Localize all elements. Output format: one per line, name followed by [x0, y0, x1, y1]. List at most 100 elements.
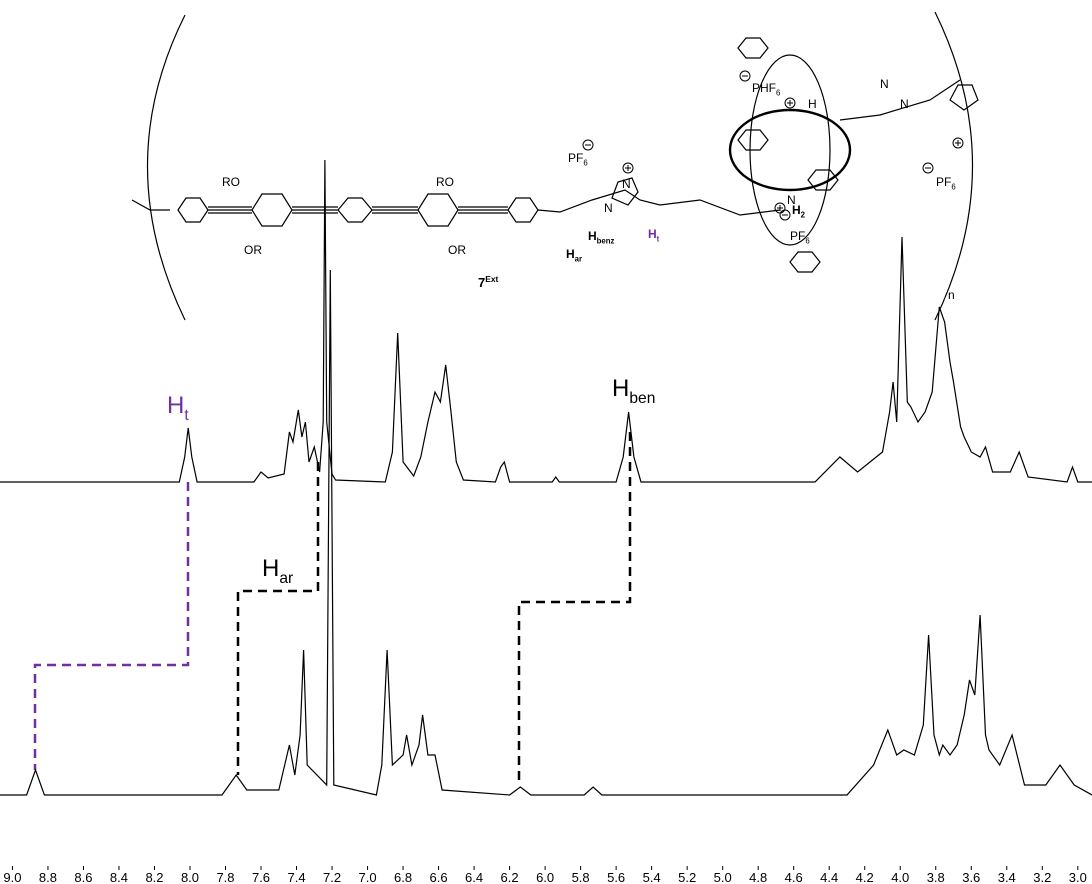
- ring: [807, 169, 839, 191]
- structure-label-main: RO: [222, 175, 240, 189]
- ring: [417, 193, 459, 227]
- hben-connector: [517, 432, 632, 783]
- har-connector: [236, 462, 320, 775]
- connectors: [33, 432, 632, 783]
- x-tick-label: 3.2: [1033, 870, 1051, 884]
- structure-label-sub: benz: [597, 237, 615, 246]
- structure: [131, 11, 979, 321]
- crown-ether: [728, 108, 852, 192]
- x-tick-label: 7.2: [323, 870, 341, 884]
- structure-label: 7Ext: [478, 274, 499, 290]
- structure-label-sub: 6: [776, 89, 780, 98]
- ring: [737, 129, 769, 151]
- structure-label-main: PF: [936, 175, 951, 189]
- structure-label-main: PHF: [752, 81, 776, 95]
- structure-label: Hbenz: [588, 229, 615, 246]
- structure-label-main: N: [787, 193, 796, 207]
- x-tick-label: 8.2: [145, 870, 163, 884]
- peak-label-sub: ben: [629, 390, 655, 407]
- structure-label: H: [808, 97, 817, 111]
- triple-bond: [292, 206, 338, 214]
- x-tick-label: 6.0: [536, 870, 554, 884]
- peak-label-sub: ar: [279, 570, 293, 587]
- bond: [131, 199, 170, 211]
- triple-bond: [208, 206, 252, 214]
- x-tick-label: 5.8: [572, 870, 590, 884]
- x-tick-label: 6.2: [501, 870, 519, 884]
- structure-label-sub: ar: [575, 255, 582, 264]
- spectrum-line: [0, 159, 1092, 483]
- structure-label-main: H: [566, 247, 575, 261]
- structure-label-main: PF: [568, 151, 583, 165]
- x-tick-label: 8.0: [181, 870, 199, 884]
- x-tick-label: 3.0: [1069, 870, 1087, 884]
- x-tick-label: 5.4: [643, 870, 661, 884]
- structure-label: N: [787, 193, 796, 207]
- structure-label: OR: [244, 243, 262, 257]
- x-tick-label: 5.0: [714, 870, 732, 884]
- structure-label-main: OR: [448, 243, 466, 257]
- structure-label-main: RO: [436, 175, 454, 189]
- structure-label: PF6: [568, 151, 588, 168]
- peak-label: Har: [262, 555, 293, 587]
- x-tick-label: 9.0: [3, 870, 21, 884]
- structure-label: Har: [566, 247, 582, 264]
- structure-label-sub: 6: [805, 237, 809, 246]
- ring: [507, 197, 539, 223]
- structure-label-main: OR: [244, 243, 262, 257]
- x-tick-label: 6.8: [394, 870, 412, 884]
- x-tick-label: 6.4: [465, 870, 483, 884]
- triazole: [611, 177, 639, 206]
- x-tick-label: 4.6: [785, 870, 803, 884]
- structure-label-sub: 2: [801, 211, 806, 220]
- ring: [737, 37, 769, 59]
- structure-label-main: N: [604, 201, 613, 215]
- structure-label: PF6: [936, 175, 956, 192]
- structure-label: RO: [436, 175, 454, 189]
- structure-label-sup: Ext: [485, 274, 498, 284]
- ring: [251, 193, 293, 227]
- structure-label: OR: [448, 243, 466, 257]
- triazole: [949, 84, 979, 111]
- structure-label-sub: 6: [951, 183, 955, 192]
- structure-label-main: H: [792, 203, 801, 217]
- structure-label-main: N: [880, 77, 889, 91]
- x-tick-label: 7.0: [359, 870, 377, 884]
- left-parenthesis: [147, 14, 186, 321]
- chain: [537, 79, 961, 216]
- ht-connector: [33, 482, 190, 770]
- ring: [337, 197, 373, 223]
- peak-label-main: H: [262, 555, 279, 582]
- x-tick-label: 6.6: [430, 870, 448, 884]
- x-tick-label: 7.8: [216, 870, 234, 884]
- structure-label-sub: t: [657, 235, 660, 244]
- x-tick-label: 8.8: [39, 870, 57, 884]
- x-tick-label: 3.4: [998, 870, 1016, 884]
- structure-label: N: [900, 97, 909, 111]
- structure-label-main: H: [808, 97, 817, 111]
- triple-bond: [372, 206, 418, 214]
- peak-label: Hben: [612, 375, 655, 407]
- peak-label-main: H: [612, 375, 629, 402]
- x-tick-label: 4.2: [856, 870, 874, 884]
- ring: [177, 197, 209, 223]
- peak-label: Ht: [167, 392, 189, 424]
- structure-label-main: N: [622, 177, 631, 191]
- structure-label: N: [880, 77, 889, 91]
- x-tick-label: 7.6: [252, 870, 270, 884]
- structure-label: H2: [792, 203, 806, 220]
- x-tick-label: 4.0: [891, 870, 909, 884]
- x-tick-label: 5.2: [678, 870, 696, 884]
- x-tick-label: 7.4: [287, 870, 305, 884]
- structure-label: Ht: [648, 227, 660, 244]
- ring: [789, 251, 821, 273]
- x-tick-label: 8.4: [110, 870, 128, 884]
- right-parenthesis: [934, 11, 973, 321]
- structure-label-main: n: [948, 288, 955, 302]
- structure-label: n: [948, 288, 955, 302]
- peak-label-sub: t: [184, 407, 189, 424]
- structure-label-sub: 6: [583, 159, 587, 168]
- structure-label: PF6: [790, 229, 810, 246]
- x-tick-label: 4.8: [749, 870, 767, 884]
